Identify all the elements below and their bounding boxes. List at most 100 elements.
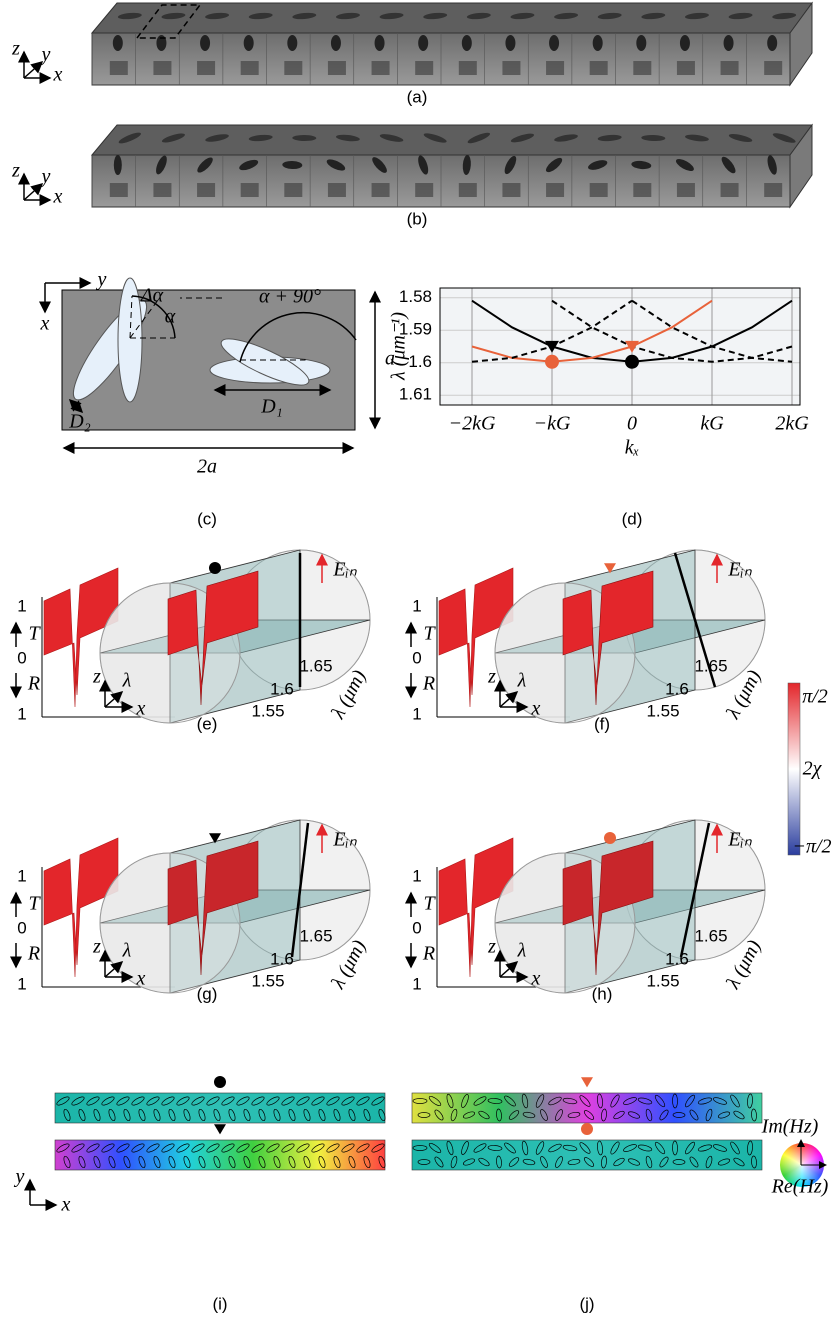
polarization-ellipse [176, 1096, 190, 1106]
unit-cell-shadow [197, 183, 216, 197]
polarization-ellipse [450, 1108, 458, 1122]
unit-cell-ellipse [549, 35, 560, 51]
polarization-ellipse [333, 1155, 341, 1169]
axis-label: x [61, 1194, 71, 1216]
polarization-ellipse [434, 1109, 444, 1121]
x-tick-label: −kG [534, 413, 571, 435]
polarization-ellipse [583, 1157, 595, 1167]
unit-cell-ellipse [772, 12, 797, 20]
polarization-ellipse [610, 1094, 620, 1108]
polarization-ellipse [116, 1143, 130, 1153]
plot-frame [439, 287, 801, 406]
unit-cell-ellipse [462, 155, 471, 175]
unit-cell-shadow [502, 61, 521, 75]
field-label: Eᵢₙ [727, 559, 752, 581]
unit-cell-ellipse [379, 12, 404, 20]
panel-label: (j) [579, 1294, 594, 1313]
axis-label: x [40, 313, 50, 335]
polarization-ellipse [161, 1143, 175, 1153]
unit-cell-ellipse [597, 12, 622, 20]
field-label: Eᵢₙ [332, 559, 357, 581]
unit-cell-ellipse [239, 159, 259, 171]
polarization-ellipse [146, 1143, 160, 1153]
polarization-ellipse [597, 1093, 603, 1109]
polarization-ellipse [685, 1141, 695, 1155]
strip [411, 1092, 763, 1124]
unit-cell-shadow [633, 61, 652, 75]
panel-label: (a) [407, 87, 428, 106]
axis-tick: 1.55 [646, 971, 679, 990]
polarization-ellipse [108, 1155, 116, 1169]
unit-cell-ellipse [597, 134, 622, 142]
plot-area [440, 288, 800, 405]
marker-symbol [209, 562, 221, 574]
unit-cell-shadow [240, 61, 259, 75]
unit-cell-shadow [109, 61, 128, 75]
polarization-ellipse [689, 1156, 699, 1168]
polarization-ellipse [311, 1143, 325, 1153]
polarization-ellipse [473, 1143, 487, 1153]
polarization-ellipse [236, 1143, 250, 1153]
polarization-ellipse [540, 1109, 548, 1121]
colorbar-label: −π/2 [792, 836, 831, 858]
polarization-ellipse [101, 1143, 115, 1153]
unit-cell-ellipse [336, 134, 360, 142]
field-strip [411, 1092, 763, 1124]
axis-tick: 1 [17, 596, 26, 615]
field-strip [54, 1139, 386, 1171]
unit-cell-ellipse [287, 35, 298, 51]
polarization-ellipse [412, 1145, 428, 1151]
polarization-ellipse [462, 1111, 476, 1119]
axis-label: y [14, 1166, 25, 1188]
axis-tick: 1.65 [694, 656, 727, 675]
polarization-ellipse [378, 1155, 386, 1169]
axis-tick: 1.65 [694, 926, 727, 945]
panel-label: (i) [212, 1294, 227, 1313]
polarization-ellipse [168, 1155, 176, 1169]
spectrum-sheet [438, 567, 514, 708]
axis-label: y [40, 166, 51, 188]
polarization-ellipse [138, 1108, 146, 1122]
polarization-ellipse [672, 1112, 686, 1118]
axis-tick: 1 [412, 704, 421, 723]
polarization-ellipse [318, 1155, 326, 1169]
unit-cell-ellipse [282, 160, 303, 170]
polarization [679, 822, 711, 958]
unit-cell-ellipse [379, 134, 404, 142]
axis-label: y [96, 269, 107, 291]
axis-tick: 1 [17, 974, 26, 993]
polarization-ellipse [101, 1096, 115, 1106]
unit-cell-shadow [720, 183, 739, 197]
polarization-ellipse [146, 1096, 160, 1106]
polarization-ellipse [341, 1096, 355, 1106]
unit-cell-ellipse [200, 35, 211, 51]
x-tick-label: kG [700, 413, 724, 435]
unit-cell-shadow [764, 183, 783, 197]
axis-tick: 1.65 [299, 656, 332, 675]
arrow [104, 691, 124, 708]
polarization-ellipse [63, 1155, 71, 1169]
unit-cell-ellipse [505, 35, 516, 51]
unit-cell-ellipse [461, 35, 472, 51]
unit-cell-shadow [458, 61, 477, 75]
polarization-ellipse [356, 1143, 370, 1153]
polarization-ellipse [508, 1110, 520, 1120]
axis-tick: 1.6 [270, 679, 294, 698]
polarization-ellipse [78, 1108, 86, 1122]
polarization-ellipse [508, 1157, 520, 1167]
polarization-ellipse [206, 1143, 220, 1153]
polarization-ellipse [71, 1096, 85, 1106]
polarization-ellipse [288, 1108, 296, 1122]
polarization-ellipse [628, 1111, 640, 1119]
unit-cell-ellipse [326, 159, 346, 171]
unit-cell-shadow [589, 61, 608, 75]
polarization-ellipse [153, 1108, 161, 1122]
polarization-ellipse [348, 1155, 356, 1169]
polarization-ellipse [496, 1108, 502, 1122]
polarization-ellipse [417, 1159, 431, 1165]
axis-label: R [27, 673, 40, 695]
polarization-ellipse [63, 1108, 71, 1122]
